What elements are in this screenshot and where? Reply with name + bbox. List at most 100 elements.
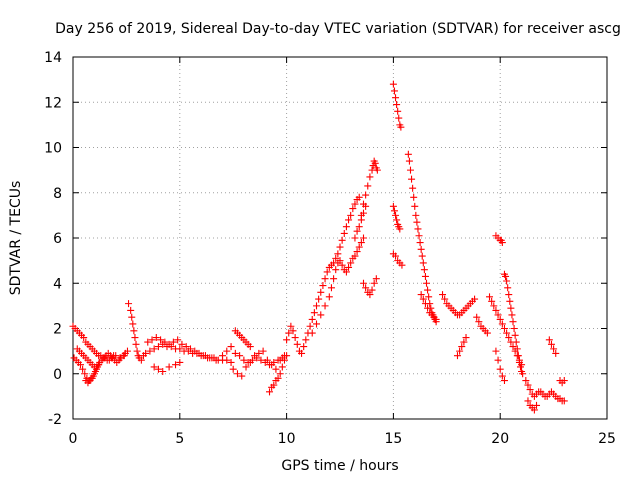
data-point: [76, 361, 84, 369]
data-point: [255, 349, 263, 357]
data-point: [259, 347, 267, 355]
data-point: [418, 252, 426, 260]
chart-title: Day 256 of 2019, Sidereal Day-to-day VTE…: [55, 21, 621, 37]
data-point: [174, 336, 182, 344]
y-tick-label: 6: [53, 231, 62, 247]
data-point: [423, 279, 431, 287]
data-point: [92, 365, 100, 373]
data-point: [502, 272, 510, 280]
data-point: [404, 150, 412, 158]
data-point: [283, 336, 291, 344]
data-point: [347, 259, 355, 267]
data-point: [439, 291, 447, 299]
data-point: [336, 243, 344, 251]
data-point: [238, 372, 246, 380]
data-point: [522, 377, 530, 385]
data-point: [251, 352, 259, 360]
data-point: [515, 356, 523, 364]
data-point: [415, 232, 423, 240]
data-point: [154, 343, 162, 351]
data-point: [285, 329, 293, 337]
data-point: [332, 266, 340, 274]
data-point: [503, 277, 511, 285]
data-point: [272, 365, 280, 373]
data-point: [397, 123, 405, 131]
data-point: [172, 361, 180, 369]
data-point: [424, 304, 432, 312]
data-point: [306, 322, 314, 330]
data-point: [483, 329, 491, 337]
data-point: [280, 356, 288, 364]
data-point: [148, 336, 156, 344]
data-point: [508, 311, 516, 319]
data-point: [441, 295, 449, 303]
data-point: [150, 363, 158, 371]
data-point: [266, 388, 274, 396]
data-point: [409, 184, 417, 192]
data-point: [351, 200, 359, 208]
data-point: [123, 347, 131, 355]
data-point: [496, 365, 504, 373]
data-point: [246, 358, 254, 366]
data-point: [471, 295, 479, 303]
data-point: [178, 340, 186, 348]
y-axis-label: SDTVAR / TECUs: [8, 181, 24, 296]
data-point: [505, 334, 513, 342]
data-point: [432, 315, 440, 323]
data-point: [421, 300, 429, 308]
data-point: [302, 336, 310, 344]
data-point: [157, 336, 165, 344]
data-point: [227, 343, 235, 351]
data-point: [462, 334, 470, 342]
grid-lines: [73, 57, 607, 419]
data-point: [494, 311, 502, 319]
data-point: [372, 275, 380, 283]
data-point: [355, 243, 363, 251]
data-point: [154, 365, 162, 373]
data-point: [95, 361, 103, 369]
data-point: [507, 338, 515, 346]
data-point: [129, 320, 137, 328]
data-point: [315, 295, 323, 303]
data-point: [128, 313, 136, 321]
data-point: [510, 325, 518, 332]
data-point: [405, 157, 413, 165]
y-tick-label: -2: [48, 412, 62, 428]
data-point: [392, 252, 400, 260]
data-point: [137, 356, 145, 364]
data-point: [144, 338, 152, 346]
data-point: [330, 275, 338, 283]
data-point: [364, 182, 372, 190]
data-point: [336, 257, 344, 265]
data-point: [199, 352, 207, 360]
data-point: [246, 343, 254, 351]
x-axis-label: GPS time / hours: [281, 458, 398, 474]
data-point: [488, 297, 496, 305]
data-point: [229, 365, 237, 373]
data-point: [142, 349, 150, 357]
data-point: [125, 300, 133, 308]
data-point: [505, 291, 513, 299]
data-point: [357, 216, 365, 224]
data-point: [321, 275, 329, 283]
data-point: [357, 239, 365, 247]
data-point: [406, 166, 414, 174]
y-tick-label: 10: [44, 141, 62, 157]
data-point: [227, 358, 235, 366]
data-point: [349, 205, 357, 213]
data-point: [355, 193, 363, 201]
data-point: [398, 261, 406, 269]
data-point: [176, 358, 184, 366]
data-point: [340, 229, 348, 237]
data-point: [186, 345, 194, 353]
x-tick-label: 25: [598, 431, 616, 447]
data-point: [236, 352, 244, 360]
data-point: [417, 291, 425, 299]
data-point: [366, 173, 374, 181]
data-point: [208, 354, 216, 362]
data-point: [88, 374, 96, 382]
data-point: [362, 284, 370, 292]
data-point: [421, 272, 429, 280]
data-point: [519, 370, 527, 378]
